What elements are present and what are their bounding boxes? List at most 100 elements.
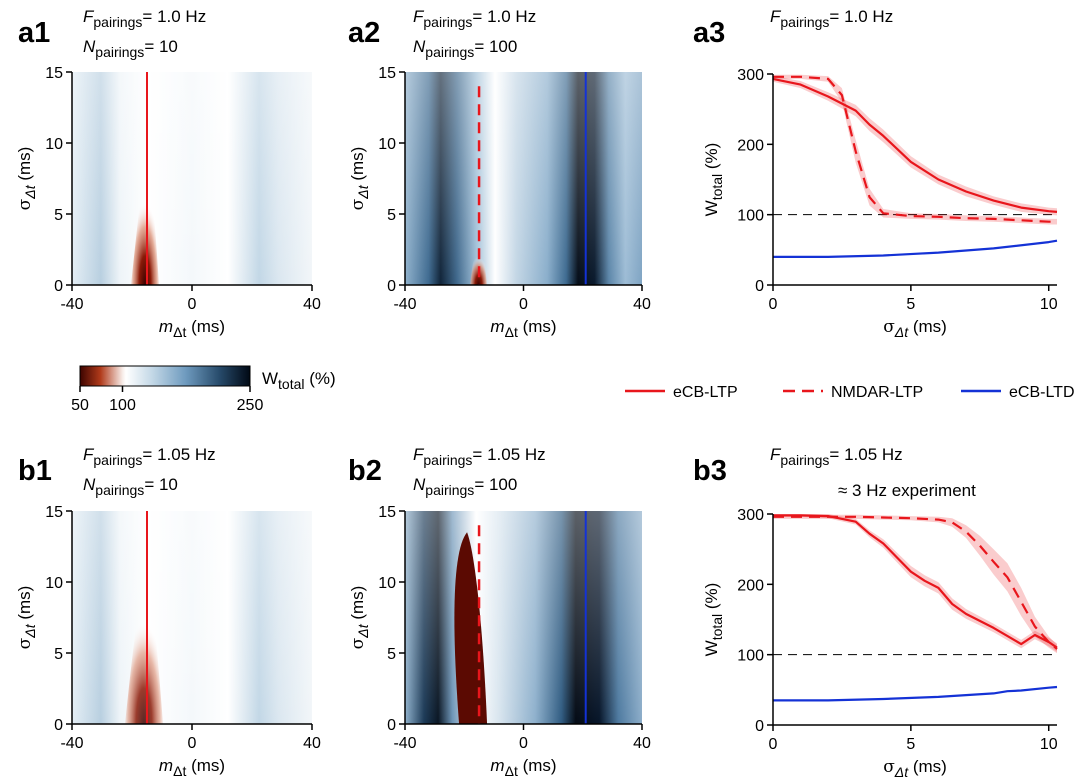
- y-axis-label: σΔt (ms): [348, 586, 371, 650]
- x-tick-label: 0: [519, 296, 528, 313]
- series-line: [773, 75, 1057, 223]
- x-tick-label: -40: [393, 296, 416, 313]
- colorbar-tick-label: 100: [109, 397, 136, 414]
- y-tick-label: 0: [755, 278, 764, 295]
- legend-label: eCB-LTP: [673, 384, 738, 401]
- annotation-a1-frequency: Fpairings= 1.0 Hz: [83, 7, 206, 30]
- heatmap-fade: [405, 511, 642, 724]
- series-line: [773, 685, 1058, 702]
- heatmap-b1: [72, 511, 312, 724]
- y-axis-label: σΔt (ms): [348, 147, 371, 211]
- colorbar-gradient: [79, 365, 251, 387]
- x-tick-label: 40: [633, 296, 651, 313]
- annotation-b1-frequency: Fpairings= 1.05 Hz: [83, 445, 216, 468]
- x-axis-label: mΔt (ms): [159, 756, 225, 779]
- legend-label: eCB-LTD: [1009, 384, 1075, 401]
- y-tick-label: 300: [737, 507, 764, 524]
- y-tick-label: 100: [737, 208, 764, 225]
- y-tick-label: 10: [45, 136, 63, 153]
- y-tick-label: 5: [54, 646, 63, 663]
- colorbar: 50 100 250 Wtotal (%): [71, 365, 336, 414]
- heatmap-fade: [72, 72, 312, 285]
- y-tick-label: 15: [378, 504, 396, 521]
- y-tick-label: 0: [755, 718, 764, 735]
- y-tick-label: 5: [387, 207, 396, 224]
- y-tick-label: 5: [54, 207, 63, 224]
- annotation-a3-frequency: Fpairings= 1.0 Hz: [770, 7, 893, 30]
- annotation-b2-frequency: Fpairings= 1.05 Hz: [413, 445, 546, 468]
- x-tick-label: 5: [906, 736, 915, 753]
- colorbar-tick-label: 50: [71, 397, 89, 414]
- y-tick-label: 200: [737, 577, 764, 594]
- x-tick-label: 10: [1040, 296, 1058, 313]
- x-tick-label: -40: [60, 296, 83, 313]
- ltp-region: [131, 146, 159, 285]
- annotation-b2-count: Npairings= 100: [413, 475, 517, 498]
- y-tick-label: 0: [387, 278, 396, 295]
- x-axis-label: σΔt (ms): [883, 757, 947, 780]
- x-tick-label: 40: [633, 735, 651, 752]
- y-axis-label: σΔt (ms): [15, 586, 38, 650]
- y-tick-label: 15: [45, 504, 63, 521]
- annotation-a2-frequency: Fpairings= 1.0 Hz: [413, 7, 536, 30]
- y-tick-label: 10: [45, 575, 63, 592]
- panel-label-b2: b2: [348, 455, 382, 487]
- heatmap-a2: [405, 72, 642, 285]
- x-axis-label: σΔt (ms): [883, 317, 947, 340]
- x-tick-label: 0: [188, 296, 197, 313]
- y-tick-label: 10: [378, 575, 396, 592]
- x-tick-label: 0: [769, 736, 778, 753]
- y-axis-label: σΔt (ms): [15, 147, 38, 211]
- annotation-b1-count: Npairings= 10: [83, 475, 178, 498]
- y-tick-label: 0: [54, 717, 63, 734]
- y-axis-label: Wtotal (%): [702, 583, 725, 657]
- panel-label-b3: b3: [693, 455, 727, 487]
- panel-label-a2: a2: [348, 17, 380, 49]
- x-axis-label: mΔt (ms): [490, 756, 556, 779]
- y-tick-label: 0: [54, 278, 63, 295]
- y-tick-label: 200: [737, 137, 764, 154]
- colorbar-tick-label: 250: [237, 397, 264, 414]
- y-tick-label: 300: [737, 67, 764, 84]
- y-axis-label: Wtotal (%): [702, 143, 725, 217]
- y-tick-label: 0: [387, 717, 396, 734]
- ltp-region: [125, 553, 163, 724]
- legend: eCB-LTP NMDAR-LTP eCB-LTD: [625, 384, 1075, 401]
- x-tick-label: 40: [303, 735, 321, 752]
- ltp-region: [470, 238, 488, 285]
- x-tick-label: -40: [60, 735, 83, 752]
- x-axis-label: mΔt (ms): [159, 317, 225, 340]
- heatmap-fade: [72, 511, 312, 724]
- heatmap-b2: [405, 511, 642, 724]
- y-tick-label: 15: [45, 65, 63, 82]
- x-tick-label: 10: [1040, 736, 1058, 753]
- series-nmdar-ltp: [773, 74, 1057, 225]
- y-tick-label: 10: [378, 136, 396, 153]
- annotation-b3-note: ≈ 3 Hz experiment: [838, 481, 976, 500]
- series-ecb-ltp: [773, 514, 1058, 652]
- heatmap-a1: [72, 72, 312, 285]
- series-line: [773, 514, 1058, 649]
- colorbar-label: Wtotal (%): [262, 369, 336, 392]
- x-tick-label: 0: [519, 735, 528, 752]
- series-line: [773, 515, 1058, 650]
- series-line: [773, 239, 1058, 258]
- error-band: [773, 514, 1057, 654]
- series-ecb-ltd: [773, 685, 1058, 702]
- annotation-a1-count: Npairings= 10: [83, 37, 178, 60]
- series-line: [772, 77, 1058, 213]
- series-nmdar-ltp: [773, 514, 1058, 654]
- x-axis-label: mΔt (ms): [490, 317, 556, 340]
- annotation-b3-frequency: Fpairings= 1.05 Hz: [770, 445, 903, 468]
- x-tick-label: -40: [393, 735, 416, 752]
- x-tick-label: 0: [188, 735, 197, 752]
- y-tick-label: 5: [387, 646, 396, 663]
- series-ecb-ltd: [773, 239, 1058, 258]
